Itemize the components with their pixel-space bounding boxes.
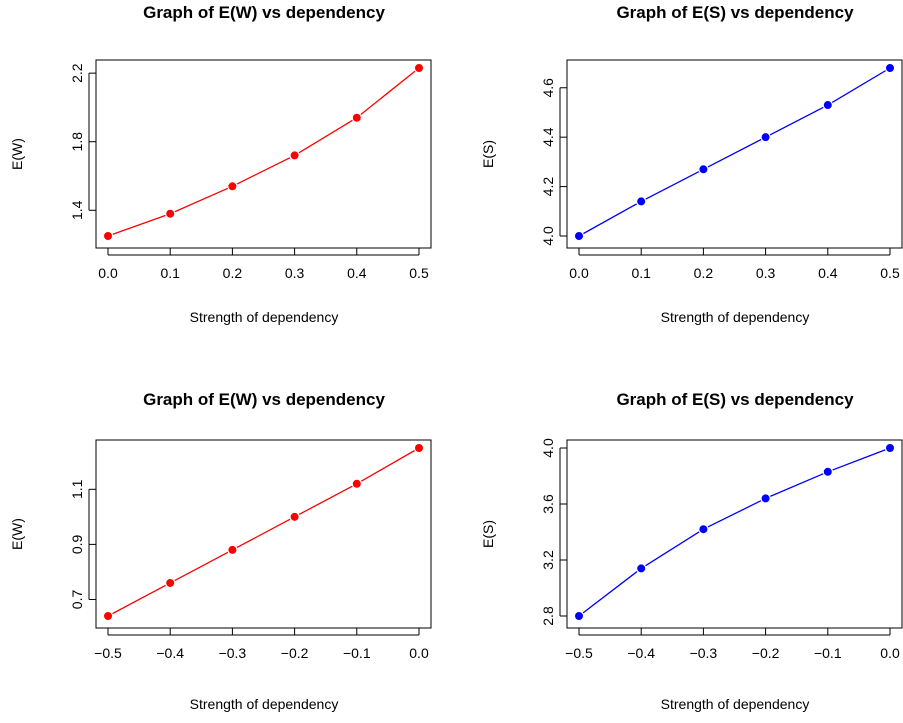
x-tick-label: −0.5 [94, 645, 122, 661]
chart-title: Graph of E(W) vs dependency [143, 390, 385, 409]
data-point [289, 150, 300, 161]
series-line [107, 447, 420, 617]
chart-panel-4: Graph of E(S) vs dependency −0.5 −0.4 −0.3 −… [480, 390, 903, 712]
x-tick-label: 0.2 [694, 265, 714, 281]
chart-title: Graph of E(S) vs dependency [616, 3, 854, 22]
data-point [884, 442, 896, 454]
y-tick-label: 4.0 [540, 438, 556, 458]
x-tick-label: 0.0 [409, 645, 429, 661]
x-tick-label: 0.2 [223, 265, 243, 281]
x-tick-label: 0.0 [569, 265, 589, 281]
chart-title: Graph of E(S) vs dependency [616, 390, 854, 409]
y-tick-label: 1.1 [69, 479, 85, 499]
x-tick-label: −0.2 [752, 645, 780, 661]
data-point [760, 493, 771, 504]
data-point [698, 524, 709, 535]
data-point [351, 478, 362, 490]
y-tick-label: 4.6 [540, 78, 556, 98]
data-point [698, 164, 709, 175]
y-tick-label: 2.8 [540, 606, 556, 626]
data-point [884, 62, 896, 74]
plot-frame [95, 59, 432, 249]
data-point [573, 230, 585, 242]
x-tick-label: 0.5 [409, 265, 429, 281]
data-point [227, 181, 238, 192]
chart-panel-3: Graph of E(W) vs dependency −0.5 −0.4 −0.3 −… [9, 390, 432, 712]
x-axis-label: Strength of dependency [190, 309, 339, 325]
y-axis-label: E(W) [9, 518, 25, 550]
x-tick-label: 0.3 [756, 265, 776, 281]
plot-frame [566, 439, 903, 629]
x-tick-label: −0.3 [219, 645, 247, 661]
y-tick-label: 1.4 [69, 200, 85, 220]
data-point [822, 99, 834, 111]
data-point [760, 131, 771, 143]
x-tick-label: 0.4 [347, 265, 367, 281]
x-axis-label: Strength of dependency [190, 696, 339, 712]
y-tick-label: 2.2 [69, 63, 85, 83]
y-tick-label: 0.7 [69, 590, 85, 610]
x-axis-label: Strength of dependency [661, 696, 810, 712]
x-tick-label: 0.4 [818, 265, 838, 281]
x-tick-label: 0.0 [880, 645, 900, 661]
x-tick-label: −0.4 [156, 645, 184, 661]
x-tick-label: −0.3 [690, 645, 718, 661]
y-tick-label: 4.0 [540, 226, 556, 246]
data-point [413, 442, 425, 454]
chart-title: Graph of E(W) vs dependency [143, 3, 385, 22]
data-point [573, 610, 585, 622]
y-axis-label: E(S) [480, 520, 496, 548]
x-tick-label: −0.2 [281, 645, 309, 661]
x-tick-label: −0.4 [627, 645, 655, 661]
data-point [413, 62, 425, 74]
y-axis-label: E(S) [480, 140, 496, 168]
y-tick-label: 3.6 [540, 494, 556, 514]
series-line [578, 67, 891, 237]
data-point [636, 196, 647, 207]
series-line [107, 67, 420, 237]
y-tick-label: 4.2 [540, 177, 556, 197]
data-point [227, 544, 238, 556]
data-point [164, 208, 176, 219]
y-tick-label: 3.2 [540, 550, 556, 570]
y-tick-label: 4.4 [540, 127, 556, 147]
plot-frame [95, 439, 432, 629]
plot-frame [566, 59, 903, 249]
x-tick-label: −0.5 [565, 645, 593, 661]
data-point [289, 511, 300, 523]
x-tick-label: 0.3 [285, 265, 305, 281]
chart-panel-1: Graph of E(W) vs dependency 0.0 0.1 0.2 0.3 0… [9, 3, 432, 325]
x-tick-label: −0.1 [814, 645, 842, 661]
x-tick-label: 0.1 [631, 265, 651, 281]
series-line [578, 447, 891, 617]
chart-panel-2: Graph of E(S) vs dependency 0.0 0.1 0.2 0.3 0… [480, 3, 903, 325]
x-tick-label: −0.1 [343, 645, 371, 661]
x-axis-label: Strength of dependency [661, 309, 810, 325]
data-point [351, 112, 362, 123]
y-tick-label: 0.9 [69, 534, 85, 554]
data-point [822, 466, 834, 477]
data-point [102, 230, 114, 242]
data-point [636, 563, 647, 574]
y-axis-label: E(W) [9, 138, 25, 170]
data-point [164, 577, 176, 589]
x-tick-label: 0.0 [98, 265, 118, 281]
y-tick-label: 1.8 [69, 132, 85, 152]
data-point [102, 610, 114, 622]
x-tick-label: 0.1 [160, 265, 180, 281]
x-tick-label: 0.5 [880, 265, 900, 281]
